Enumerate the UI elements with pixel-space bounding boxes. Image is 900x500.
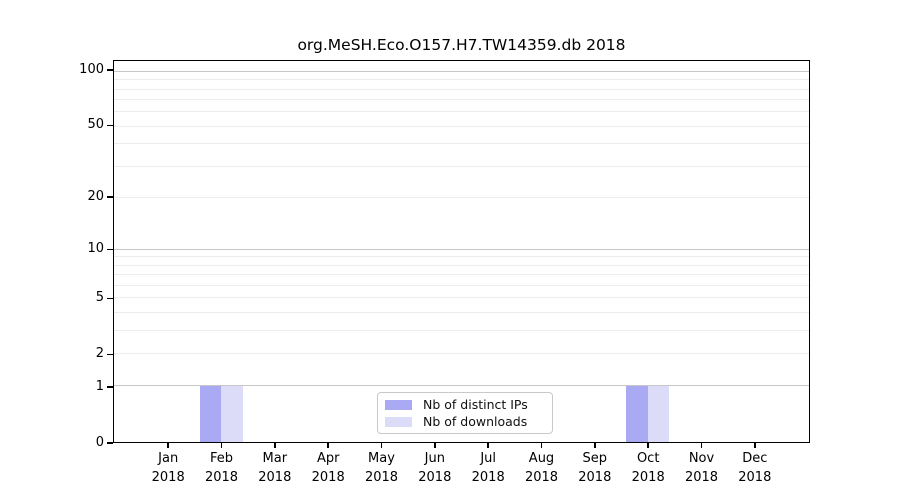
gridline: [114, 329, 809, 331]
y-tick-label: 20: [87, 189, 104, 204]
gridline: [114, 196, 809, 198]
legend-label-downloads: Nb of downloads: [423, 414, 528, 429]
legend-label-distinct-ips: Nb of distinct IPs: [423, 397, 528, 412]
x-tick-month: Jul: [480, 451, 497, 466]
x-tick-year: 2018: [258, 469, 292, 485]
y-tick-label: 10: [87, 241, 104, 257]
x-tick-year: 2018: [631, 469, 665, 485]
x-tick-year: 2018: [471, 469, 505, 485]
legend-item-distinct-ips: Nb of distinct IPs: [385, 397, 546, 412]
x-tick-month: Jan: [158, 451, 179, 466]
y-tick-label: 1: [95, 379, 104, 394]
x-tick-label-may: May 2018: [365, 450, 398, 487]
y-tick-label: 0: [95, 435, 104, 450]
x-tick-label-jan: Jan 2018: [152, 450, 185, 487]
y-tick: [107, 297, 113, 299]
gridline: [114, 99, 809, 101]
gridline: [114, 165, 809, 167]
bar-downloads-feb: [221, 386, 243, 442]
x-tick: [327, 443, 329, 448]
gridline: [114, 248, 809, 250]
x-tick-month: Jun: [424, 451, 445, 466]
x-tick-year: 2018: [151, 469, 185, 485]
x-tick-year: 2018: [738, 469, 772, 485]
y-tick: [107, 442, 113, 444]
y-tick: [107, 196, 113, 198]
x-tick-month: Feb: [209, 451, 234, 466]
legend-swatch-downloads: [385, 416, 412, 427]
x-tick-year: 2018: [684, 469, 719, 485]
legend-item-downloads: Nb of downloads: [385, 414, 546, 429]
x-tick-year: 2018: [578, 469, 612, 485]
x-tick: [380, 443, 383, 448]
x-tick: [220, 443, 223, 448]
x-tick-label-jun: Jun 2018: [418, 450, 451, 487]
x-tick-label-sep: Sep 2018: [578, 450, 611, 487]
x-tick-label-nov: Nov 2018: [685, 450, 718, 487]
chart-title: org.MeSH.Eco.O157.H7.TW14359.db 2018: [297, 36, 626, 54]
x-tick-year: 2018: [311, 469, 345, 485]
x-tick: [540, 443, 543, 448]
gridline: [114, 88, 809, 90]
gridline: [114, 125, 809, 127]
y-tick: [107, 69, 113, 71]
gridline: [114, 71, 809, 72]
x-tick-month: Nov: [688, 451, 715, 466]
gridline: [114, 352, 809, 354]
x-tick-year: 2018: [418, 469, 452, 485]
x-tick-label-apr: Apr 2018: [312, 450, 345, 487]
x-tick: [754, 443, 756, 448]
x-tick-label-dec: Dec 2018: [738, 450, 771, 487]
gridline: [114, 143, 809, 145]
gridline: [114, 264, 809, 266]
gridline: [114, 79, 809, 81]
x-tick-label-oct: Oct 2018: [632, 450, 665, 487]
x-tick-month: May: [368, 451, 395, 466]
x-tick-year: 2018: [204, 469, 239, 485]
gridline: [114, 285, 809, 286]
legend-swatch-distinct-ips: [385, 399, 412, 410]
y-tick-label: 100: [79, 62, 104, 78]
bar-downloads-oct: [647, 386, 670, 442]
x-tick-year: 2018: [364, 469, 399, 485]
gridline: [114, 297, 809, 299]
gridline: [114, 256, 809, 258]
y-tick: [107, 353, 113, 355]
x-tick-label-aug: Aug 2018: [525, 450, 558, 487]
gridline: [114, 385, 809, 387]
x-tick: [274, 443, 276, 448]
y-tick: [107, 248, 113, 250]
x-tick-year: 2018: [524, 469, 559, 485]
y-tick-label: 50: [87, 117, 104, 133]
x-tick: [434, 443, 436, 448]
y-tick-label: 5: [95, 290, 104, 306]
x-tick-month: Mar: [262, 451, 288, 466]
legend: Nb of distinct IPs Nb of downloads: [377, 392, 553, 434]
x-tick-label-jul: Jul 2018: [472, 450, 505, 487]
plot-area: Nb of distinct IPs Nb of downloads: [113, 60, 810, 443]
bar-distinct-ips-oct: [626, 386, 648, 442]
x-tick: [167, 443, 169, 448]
y-tick: [107, 386, 113, 388]
gridline: [114, 111, 809, 113]
y-tick: [107, 124, 113, 126]
x-tick-month: Apr: [316, 451, 340, 466]
gridline: [114, 312, 809, 313]
x-tick-label-mar: Mar 2018: [258, 450, 291, 487]
x-tick: [647, 443, 649, 448]
x-tick-label-feb: Feb 2018: [205, 450, 238, 487]
x-tick-month: Sep: [582, 451, 608, 466]
x-tick: [487, 443, 489, 448]
y-tick-label: 2: [95, 346, 104, 362]
x-tick-month: Dec: [742, 451, 768, 466]
bar-distinct-ips-feb: [199, 386, 221, 442]
x-tick-month: Aug: [528, 451, 555, 466]
x-tick: [700, 443, 703, 448]
gridline: [114, 274, 809, 276]
x-tick-month: Oct: [636, 451, 660, 466]
x-tick: [594, 443, 596, 448]
